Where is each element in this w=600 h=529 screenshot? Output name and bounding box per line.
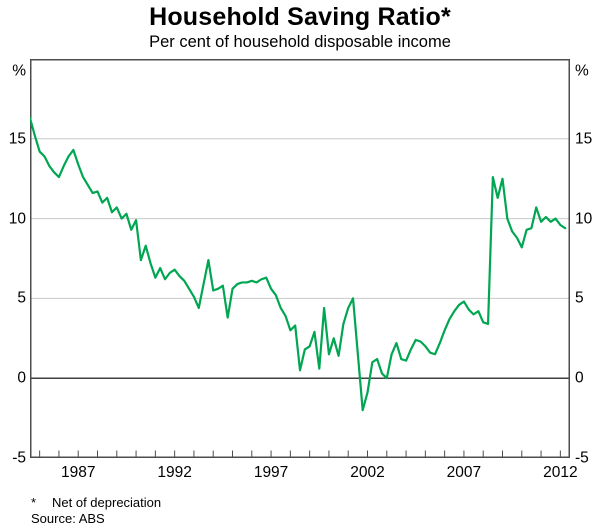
x-axis-label: 2012 [543, 464, 578, 481]
plot-frame [30, 59, 570, 458]
percent-label-right: % [575, 62, 589, 80]
y-axis-label-right: 5 [575, 289, 584, 307]
y-axis-label-left: 10 [8, 210, 26, 228]
footnote-note: Net of depreciation [52, 495, 162, 510]
series-line [30, 116, 567, 412]
page-subtitle: Per cent of household disposable income [149, 33, 451, 51]
x-axis-label: 1987 [60, 464, 96, 481]
x-axis-label: 1997 [253, 464, 289, 481]
x-axis-label: 1992 [157, 464, 192, 481]
y-axis-label-left: 0 [17, 369, 26, 387]
y-axis-label-left: -5 [12, 449, 26, 467]
x-axis-label: 2002 [350, 464, 385, 481]
footnote-source: Source: ABS [31, 511, 105, 526]
chart-plot [30, 59, 570, 458]
y-axis-label-right: 15 [575, 130, 593, 148]
y-axis-label-left: 15 [8, 130, 26, 148]
y-axis-label-left: 5 [17, 289, 26, 307]
percent-label-left: % [12, 62, 26, 80]
y-axis-label-right: 0 [575, 369, 584, 387]
y-axis-label-right: -5 [575, 449, 589, 467]
footnote-asterisk: * [31, 495, 37, 510]
page-title: Household Saving Ratio* [149, 3, 451, 31]
y-axis-label-right: 10 [575, 210, 593, 228]
x-axis-label: 2007 [446, 464, 482, 481]
